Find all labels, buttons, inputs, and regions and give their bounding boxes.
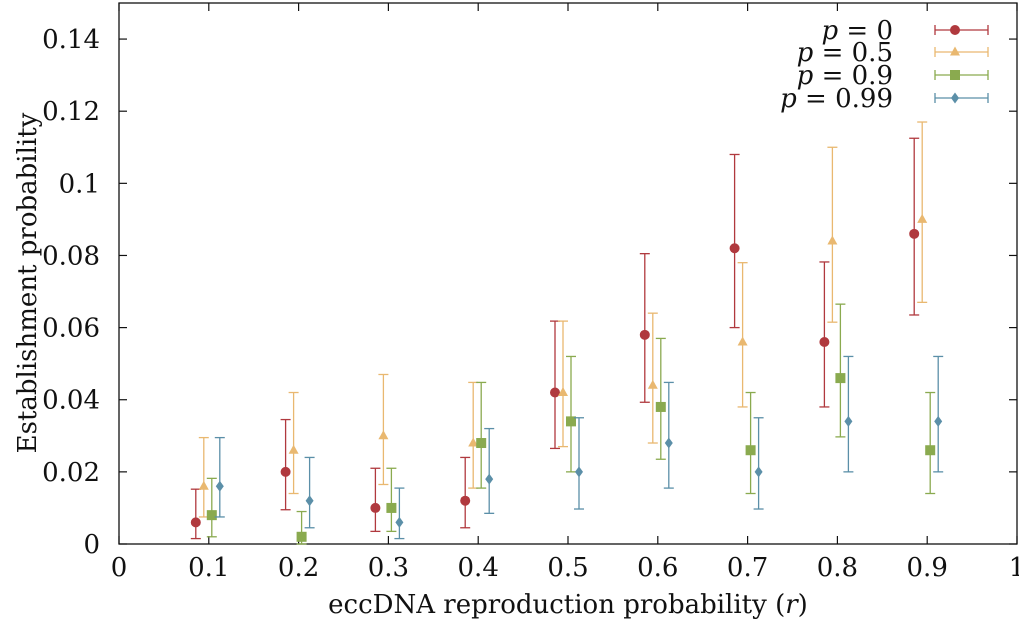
data-point	[395, 516, 404, 528]
y-tick-label: 0.12	[42, 97, 100, 127]
legend-label: p = 0.9	[797, 61, 893, 91]
y-tick-label: 0.02	[42, 458, 100, 488]
y-tick-label: 0.04	[42, 386, 100, 416]
data-point	[754, 466, 763, 478]
axis-ticks: 0 0.1 0.2 0.3 0.4 0.5 0.6 0.7 0.8 0.9 1 0 0.02 0.04 0.…	[42, 3, 1019, 583]
legend-entry: p = 0.9	[797, 61, 989, 91]
data-point	[835, 373, 846, 384]
x-axis-label: eccDNA reproduction probability (r)	[328, 590, 808, 620]
data-point	[827, 235, 838, 245]
x-tick-label: 0	[111, 553, 128, 583]
x-tick-label: 1	[1009, 553, 1019, 583]
data-point	[934, 415, 943, 427]
data-point	[664, 437, 673, 449]
data-point	[655, 401, 666, 412]
x-tick-label: 0.1	[188, 553, 229, 583]
legend-label: p = 0.99	[780, 84, 893, 114]
data-point	[460, 495, 471, 506]
data-point	[737, 336, 748, 346]
data-point	[288, 444, 299, 454]
y-tick-label: 0.06	[42, 314, 100, 344]
legend-label: p = 0.5	[797, 38, 893, 68]
data-point	[647, 379, 658, 389]
x-tick-label: 0.6	[637, 553, 678, 583]
data-point	[925, 445, 936, 456]
data-point	[476, 438, 487, 449]
data-point	[378, 430, 389, 440]
x-tick-label: 0.2	[278, 553, 319, 583]
legend-marker	[950, 46, 960, 56]
data-point	[639, 329, 650, 340]
legend-label: p = 0	[821, 16, 893, 46]
data-point	[386, 502, 397, 513]
data-point	[485, 473, 494, 485]
data-point	[729, 243, 740, 254]
legend-entry: p = 0	[821, 16, 989, 46]
data-point	[575, 466, 583, 478]
series-2	[198, 121, 928, 518]
y-axis-label: Establishment probability	[13, 112, 43, 453]
data-point	[917, 213, 928, 223]
y-tick-label: 0.08	[42, 241, 100, 271]
data-point	[305, 495, 314, 507]
legend-entry: p = 0.99	[780, 84, 989, 114]
y-tick-label: 0	[83, 530, 100, 560]
x-tick-label: 0.9	[907, 553, 948, 583]
data-marks	[190, 121, 944, 545]
data-point	[909, 228, 920, 239]
data-point	[468, 437, 479, 447]
data-point	[190, 517, 201, 528]
y-tick-label: 0.1	[59, 169, 100, 199]
legend-entry: p = 0.5	[797, 38, 989, 68]
data-point	[819, 337, 830, 348]
x-tick-label: 0.5	[547, 553, 588, 583]
x-tick-label: 0.3	[368, 553, 409, 583]
data-point	[558, 387, 568, 397]
series-3	[206, 303, 936, 545]
x-tick-label: 0.7	[727, 553, 768, 583]
data-point	[280, 466, 291, 477]
x-tick-label: 0.8	[817, 553, 858, 583]
data-point	[206, 510, 217, 521]
y-tick-label: 0.14	[42, 25, 100, 55]
data-point	[370, 502, 381, 513]
data-point	[745, 445, 756, 456]
legend-marker	[951, 92, 959, 104]
data-point	[296, 531, 307, 542]
series-4	[214, 355, 944, 540]
legend-marker	[950, 70, 960, 80]
data-point	[550, 387, 560, 398]
series-1	[190, 137, 920, 540]
data-point	[198, 480, 209, 490]
data-point	[215, 480, 224, 492]
data-point	[844, 415, 853, 427]
data-point	[566, 416, 576, 427]
x-tick-label: 0.4	[458, 553, 499, 583]
legend-marker	[950, 25, 960, 35]
legend: p = 0p = 0.5p = 0.9p = 0.99	[780, 16, 989, 114]
